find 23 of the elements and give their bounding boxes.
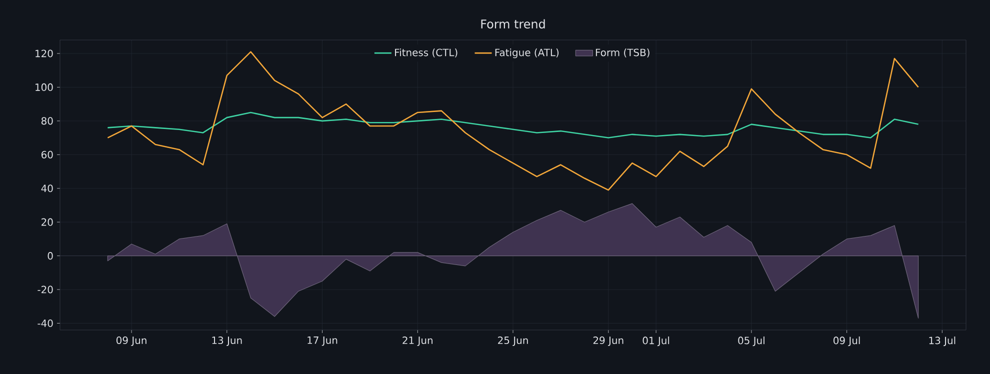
- x-tick-label: 25 Jun: [498, 336, 528, 346]
- x-tick-label: 13 Jun: [212, 336, 242, 346]
- y-tick-label: 120: [36, 50, 53, 58]
- legend-label: Fitness (CTL): [395, 48, 458, 58]
- legend-label: Form (TSB): [596, 48, 650, 58]
- chart-title: Form trend: [481, 19, 545, 28]
- x-tick-label: 09 Jul: [834, 336, 860, 346]
- y-tick-label: 80: [41, 117, 53, 125]
- y-tick-label: -40: [38, 319, 53, 328]
- x-tick-label: 29 Jun: [593, 336, 624, 346]
- y-tick-label: 60: [42, 150, 53, 158]
- x-tick-label: 21 Jun: [402, 336, 432, 346]
- x-tick-label: 13 Jul: [929, 336, 956, 346]
- y-tick-label: 0: [48, 252, 53, 260]
- y-tick-label: 100: [36, 83, 53, 91]
- y-tick-label: 40: [41, 184, 53, 192]
- y-tick-label: -20: [38, 286, 53, 294]
- x-tick-label: 17 Jun: [308, 336, 338, 346]
- x-tick-label: 09 Jun: [116, 336, 146, 346]
- legend-label: Fatigue (ATL): [495, 48, 559, 58]
- x-tick-label: 05 Jul: [738, 336, 764, 346]
- y-tick-label: 20: [42, 218, 53, 226]
- x-tick-label: 01 Jul: [642, 336, 670, 346]
